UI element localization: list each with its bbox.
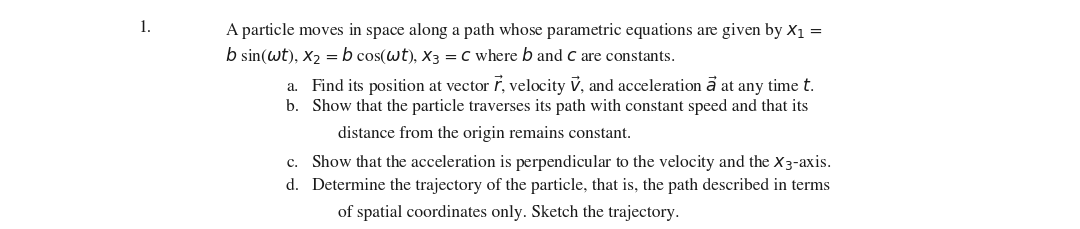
Text: b.   Show that the particle traverses its path with constant speed and that its: b. Show that the particle traverses its … bbox=[286, 99, 809, 115]
Text: A particle moves in space along a path whose parametric equations are given by $: A particle moves in space along a path w… bbox=[225, 20, 822, 41]
Text: of spatial coordinates only. Sketch the trajectory.: of spatial coordinates only. Sketch the … bbox=[338, 204, 679, 220]
Text: $b$ sin($\omega t$), $x_2$ = $b$ cos($\omega t$), $x_3$ = $c$ where $b$ and $c$ : $b$ sin($\omega t$), $x_2$ = $b$ cos($\o… bbox=[225, 46, 675, 66]
Text: c.   Show that the acceleration is perpendicular to the velocity and the $x_3$-a: c. Show that the acceleration is perpend… bbox=[286, 151, 832, 172]
Text: a.   Find its position at vector $\vec{r}$, velocity $\vec{v}$, and acceleration: a. Find its position at vector $\vec{r}$… bbox=[286, 73, 814, 97]
Text: distance from the origin remains constant.: distance from the origin remains constan… bbox=[338, 125, 632, 141]
Text: d.   Determine the trajectory of the particle, that is, the path described in te: d. Determine the trajectory of the parti… bbox=[286, 177, 831, 194]
Text: 1.: 1. bbox=[138, 20, 151, 35]
